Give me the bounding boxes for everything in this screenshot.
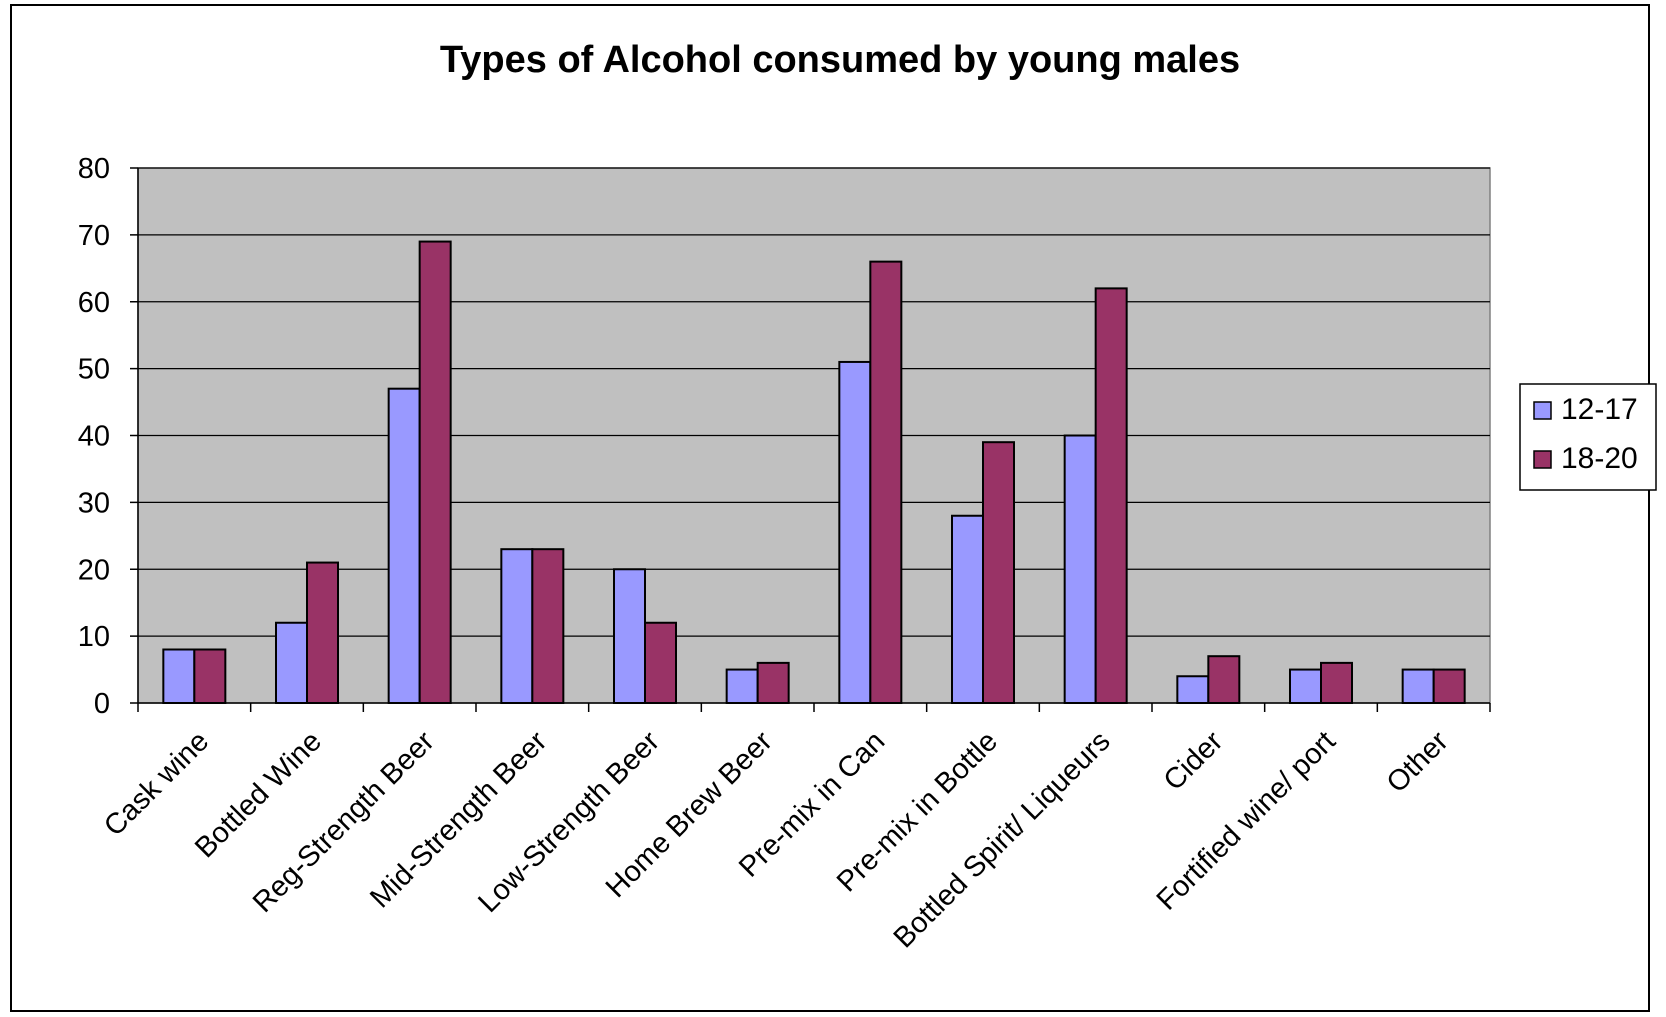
legend-label: 18-20: [1561, 442, 1638, 475]
bar-18-20-9: [1208, 656, 1239, 703]
category-label: Other: [1381, 725, 1455, 799]
bar-12-17-8: [1065, 436, 1096, 704]
y-tick-label: 50: [78, 354, 110, 386]
bar-12-17-5: [727, 670, 758, 703]
category-label: Cider: [1158, 725, 1230, 797]
bar-18-20-8: [1096, 288, 1127, 703]
bar-12-17-10: [1290, 670, 1321, 703]
bar-18-20-5: [758, 663, 789, 703]
bar-18-20-6: [870, 262, 901, 703]
y-tick-label: 60: [78, 287, 110, 319]
bar-12-17-3: [501, 549, 532, 703]
legend-swatch-18-20: [1534, 451, 1551, 468]
bar-18-20-4: [645, 623, 676, 703]
y-tick-label: 20: [78, 554, 110, 586]
bar-12-17-0: [163, 650, 194, 704]
legend-swatch-12-17: [1534, 402, 1551, 419]
y-tick-label: 10: [78, 621, 110, 653]
bar-18-20-10: [1321, 663, 1352, 703]
bar-18-20-11: [1434, 670, 1465, 703]
y-tick-label: 80: [78, 153, 110, 185]
bar-12-17-2: [389, 389, 420, 703]
legend: 12-17 18-20: [1520, 384, 1656, 490]
bar-18-20-3: [532, 549, 563, 703]
bar-12-17-9: [1177, 676, 1208, 703]
bar-18-20-7: [983, 442, 1014, 703]
y-tick-label: 30: [78, 487, 110, 519]
category-label: Bottled Spirit/ Liqueurs: [888, 725, 1117, 954]
y-tick-label: 70: [78, 220, 110, 252]
bar-12-17-7: [952, 516, 983, 703]
bar-18-20-1: [307, 563, 338, 703]
bar-12-17-11: [1403, 670, 1434, 703]
bar-12-17-4: [614, 569, 645, 703]
y-tick-label: 40: [78, 421, 110, 453]
bar-18-20-2: [420, 242, 451, 703]
category-label: Cask wine: [98, 725, 215, 842]
bar-12-17-1: [276, 623, 307, 703]
legend-label: 12-17: [1561, 393, 1638, 426]
bar-12-17-6: [839, 362, 870, 703]
bar-18-20-0: [194, 650, 225, 704]
y-tick-label: 0: [94, 688, 110, 720]
chart-title: Types of Alcohol consumed by young males: [440, 39, 1240, 81]
